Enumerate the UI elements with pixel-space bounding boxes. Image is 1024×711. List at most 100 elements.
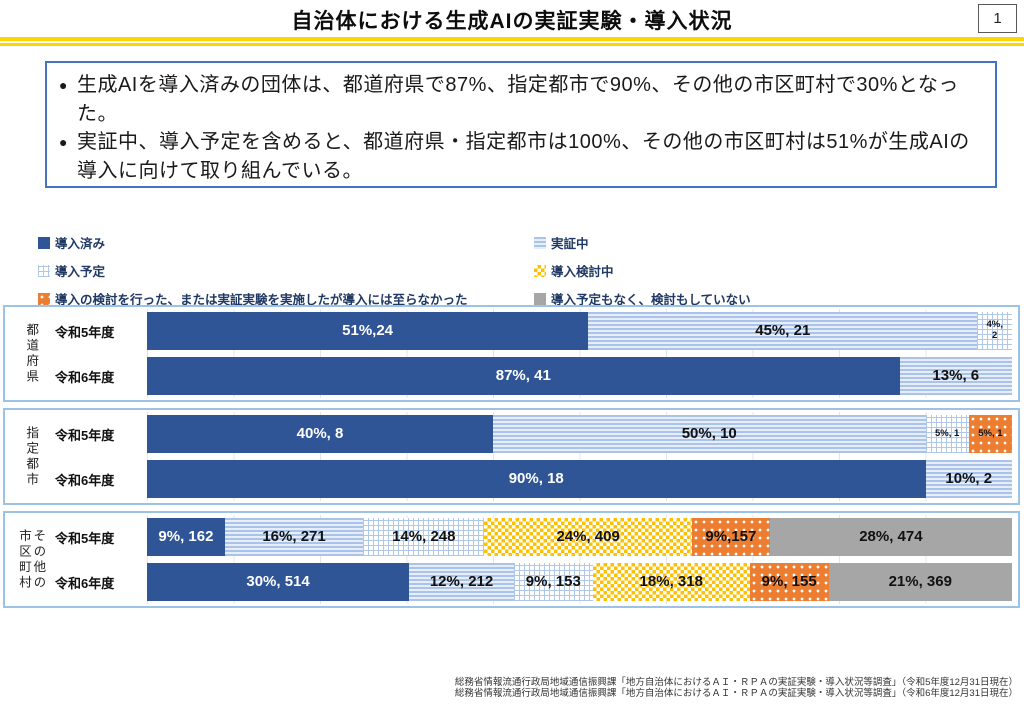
group-label: 指定都市 xyxy=(11,412,51,501)
bars-track: 51%,24 45%, 21 4%, 2 87%, 41 13%, 6 xyxy=(147,309,1012,398)
bar-segment: 50%, 10 xyxy=(493,415,926,453)
title-divider xyxy=(0,37,1024,46)
group-label-column: 市区町村 xyxy=(17,528,31,591)
segment-label: 18%, 318 xyxy=(639,573,703,591)
bar-segment: 18%, 318 xyxy=(592,563,750,601)
legend-swatch-none-icon xyxy=(534,292,546,305)
segment-label: 9%, 155 xyxy=(761,573,817,591)
legend-label: 実証中 xyxy=(551,237,589,251)
bar-segment: 13%, 6 xyxy=(899,357,1012,395)
row-label: 令和6年度 xyxy=(55,369,115,385)
legend-swatch-considering-icon xyxy=(534,264,546,277)
segment-label: 90%, 18 xyxy=(508,470,564,488)
row-label: 令和5年度 xyxy=(55,530,115,546)
bar-segment: 24%, 409 xyxy=(484,518,692,556)
charts-area: 都道府県 令和5年度 令和6年度 51%,24 45%, 21 4%, 2 87%, 41 1… xyxy=(3,305,1020,614)
bar-segment: 14%, 248 xyxy=(363,518,485,556)
segment-label: 5%, 1 xyxy=(978,427,1003,439)
legend-right-column: 実証中 導入検討中 導入予定もなく、検討もしていない xyxy=(534,233,751,308)
bar-segment: 12%, 212 xyxy=(409,563,514,601)
legend-label: 導入の検討を行った、または実証実験を実施したが導入には至らなかった xyxy=(55,293,468,307)
bar-segment: 21%, 369 xyxy=(828,563,1012,601)
source-notes: 総務省情報流通行政局地域通信振興課「地方自治体におけるＡＩ・ＲＰＡの実証実験・導… xyxy=(455,677,1018,700)
summary-box: ● 生成AIを導入済みの団体は、都道府県で87%、指定都市で90%、その他の市区… xyxy=(45,61,997,188)
bar-segment: 10%, 2 xyxy=(925,460,1012,498)
segment-label: 16%, 271 xyxy=(262,528,326,546)
group-label-column: 都道府県 xyxy=(24,322,39,385)
bar-segment: 4%, 2 xyxy=(977,312,1012,350)
segment-label: 87%, 41 xyxy=(495,367,551,385)
legend-left-column: 導入済み 導入予定 導入の検討を行った、または実証実験を実施したが導入には至らな… xyxy=(38,233,468,308)
row-label: 令和6年度 xyxy=(55,575,115,591)
bar-segment: 45%, 21 xyxy=(588,312,978,350)
segment-label: 45%, 21 xyxy=(755,322,811,340)
bars-track: 40%, 8 50%, 10 5%, 1 5%, 1 90%, 18 10%, 2 xyxy=(147,412,1012,501)
legend-swatch-planned-icon xyxy=(38,264,50,277)
group-label-column: 指定都市 xyxy=(24,425,39,488)
group-label: 市区町村 その他の xyxy=(11,515,51,604)
bar-segment: 9%,157 xyxy=(691,518,770,556)
segment-label: 5%, 1 xyxy=(934,427,960,439)
row-label: 令和5年度 xyxy=(55,427,115,443)
bar-segment: 9%, 153 xyxy=(513,563,593,601)
bar-segment: 16%, 271 xyxy=(224,518,364,556)
bar-segment: 9%, 155 xyxy=(749,563,829,601)
bar-segment: 30%, 514 xyxy=(147,563,410,601)
segment-label: 9%, 162 xyxy=(158,528,214,546)
bar-segment: 90%, 18 xyxy=(147,460,926,498)
segment-label: 12%, 212 xyxy=(429,573,494,591)
segment-label: 50%, 10 xyxy=(681,425,737,443)
legend-item-not-adopted: 導入の検討を行った、または実証実験を実施したが導入には至らなかった xyxy=(38,289,468,308)
summary-bullet: ● 生成AIを導入済みの団体は、都道府県で87%、指定都市で90%、その他の市区… xyxy=(59,71,981,128)
stacked-bar-0-1: 87%, 41 13%, 6 xyxy=(147,357,1012,395)
bar-segment: 9%, 162 xyxy=(147,518,225,556)
bar-segment: 87%, 41 xyxy=(147,357,900,395)
stacked-bar-0-0: 51%,24 45%, 21 4%, 2 xyxy=(147,312,1012,350)
legend-swatch-not-adopted-icon xyxy=(38,292,50,305)
row-label: 令和6年度 xyxy=(55,472,115,488)
source-line: 総務省情報流通行政局地域通信振興課「地方自治体におけるＡＩ・ＲＰＡの実証実験・導… xyxy=(454,677,1018,688)
bar-segment: 5%, 1 xyxy=(925,415,969,453)
legend-item-considering: 導入検討中 xyxy=(534,261,751,280)
chart-group-0: 都道府県 令和5年度 令和6年度 51%,24 45%, 21 4%, 2 87%, 41 1… xyxy=(3,305,1020,402)
stacked-bar-2-0: 9%, 162 16%, 271 14%, 248 24%, 409 9%,157 28%… xyxy=(147,518,1012,556)
row-labels: 令和5年度令和6年度 xyxy=(51,515,147,604)
page-title: 自治体における生成AIの実証実験・導入状況 xyxy=(291,10,733,33)
legend-label: 導入済み xyxy=(55,237,106,251)
segment-label: 51%,24 xyxy=(342,322,394,340)
stacked-bar-2-1: 30%, 514 12%, 212 9%, 153 18%, 318 9%, 155 21… xyxy=(147,563,1012,601)
segment-label: 28%, 474 xyxy=(859,528,923,546)
row-labels: 令和5年度 令和6年度 xyxy=(51,309,147,398)
bullet-icon: ● xyxy=(59,134,68,151)
segment-label: 10%, 2 xyxy=(945,470,993,488)
legend-item-testing: 実証中 xyxy=(534,233,751,252)
legend-swatch-testing-icon xyxy=(534,236,546,249)
summary-bullet-text: 実証中、導入予定を含めると、都道府県・指定都市は100%、その他の市区町村は51… xyxy=(76,131,970,182)
segment-label: 30%, 514 xyxy=(246,573,310,591)
bar-segment: 40%, 8 xyxy=(147,415,493,453)
legend-label: 導入検討中 xyxy=(551,265,614,279)
segment-label: 14%, 248 xyxy=(392,528,456,546)
bar-segment: 51%,24 xyxy=(147,312,589,350)
segment-label: 4%, 2 xyxy=(986,319,1003,341)
bar-segment: 5%, 1 xyxy=(968,415,1012,453)
segment-label: 9%,157 xyxy=(705,528,757,546)
legend-item-planned: 導入予定 xyxy=(38,261,468,280)
bar-segment: 28%, 474 xyxy=(769,518,1012,556)
legend-label: 導入予定もなく、検討もしていない xyxy=(551,293,751,307)
segment-label: 9%, 153 xyxy=(525,573,581,591)
chart-group-2: 市区町村 その他の 令和5年度令和6年度 9%, 162 16%, 271 14%, 24… xyxy=(3,511,1020,608)
summary-bullet-text: 生成AIを導入済みの団体は、都道府県で87%、指定都市で90%、その他の市区町村… xyxy=(76,74,959,125)
segment-label: 21%, 369 xyxy=(888,573,952,591)
legend-label: 導入予定 xyxy=(55,265,106,279)
segment-label: 13%, 6 xyxy=(932,367,980,385)
legend-item-none: 導入予定もなく、検討もしていない xyxy=(534,289,751,308)
group-label-column: その他の xyxy=(31,528,46,591)
bars-track: 9%, 162 16%, 271 14%, 248 24%, 409 9%,157 28%… xyxy=(147,515,1012,604)
segment-label: 24%, 409 xyxy=(556,528,620,546)
group-label: 都道府県 xyxy=(11,309,51,398)
summary-bullet: ● 実証中、導入予定を含めると、都道府県・指定都市は100%、その他の市区町村は… xyxy=(59,128,981,185)
stacked-bar-1-0: 40%, 8 50%, 10 5%, 1 5%, 1 xyxy=(147,415,1012,453)
segment-label: 40%, 8 xyxy=(296,425,344,443)
